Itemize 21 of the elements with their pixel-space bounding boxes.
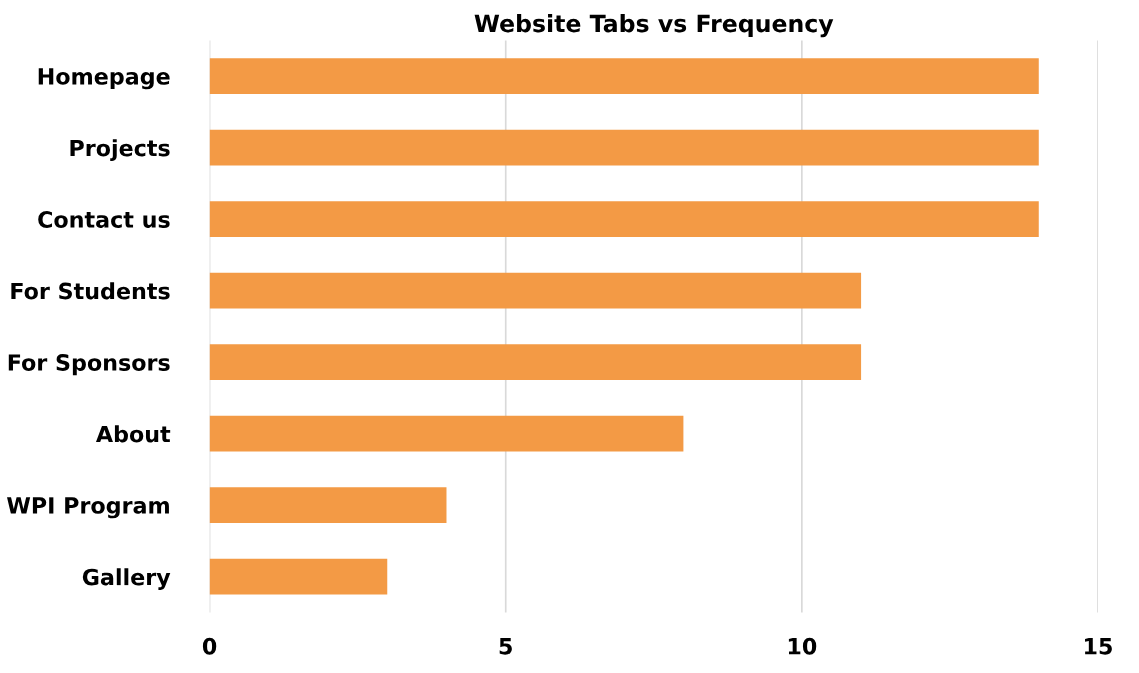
bar (209, 272, 862, 309)
y-tick-label: For Sponsors (8, 354, 170, 376)
x-tick-label: 15 (1085, 638, 1112, 655)
bar (209, 415, 684, 452)
bar (209, 558, 388, 595)
bar (209, 201, 1039, 238)
bar (209, 58, 1039, 95)
y-tick-label: Projects (70, 139, 170, 161)
bar (209, 129, 1039, 166)
x-tick-label: 0 (202, 637, 217, 655)
y-tick-label: For Students (11, 282, 170, 300)
bar (209, 487, 447, 524)
x-tick-label: 10 (788, 637, 817, 655)
y-tick-label: Gallery (82, 568, 171, 590)
y-tick-label: Homepage (38, 68, 170, 90)
x-tick-label: 5 (499, 638, 512, 655)
y-tick-label: About (95, 425, 171, 443)
chart-title: Website Tabs vs Frequency (474, 14, 834, 38)
y-tick-label: Contact us (38, 211, 170, 228)
bar (209, 344, 862, 381)
y-tick-label: WPI Program (7, 497, 169, 519)
